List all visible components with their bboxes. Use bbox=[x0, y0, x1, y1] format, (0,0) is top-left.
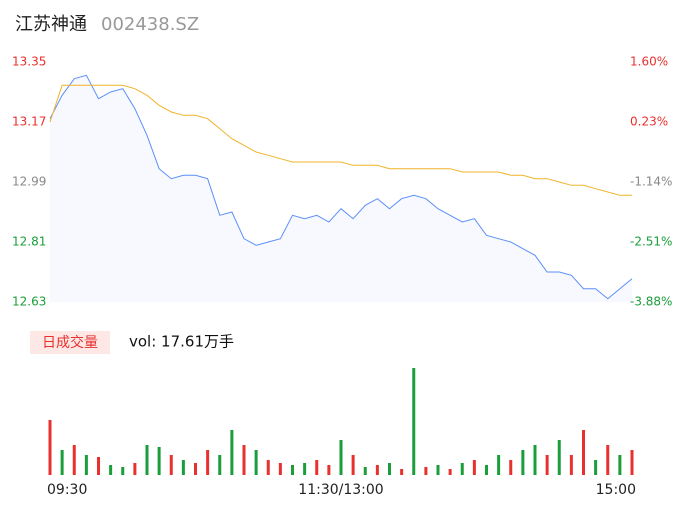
price-line bbox=[49, 84, 632, 196]
volume-bar bbox=[436, 465, 440, 475]
volume-bar bbox=[618, 455, 622, 475]
volume-bar bbox=[266, 460, 270, 475]
volume-bar bbox=[291, 465, 294, 475]
y2-tick-label: -1.14% bbox=[630, 175, 672, 189]
price-line bbox=[49, 74, 633, 300]
volume-bar bbox=[557, 440, 561, 475]
y-tick-label: 12.99 bbox=[12, 175, 46, 189]
price-area bbox=[50, 75, 632, 302]
y2-tick-label: 1.60% bbox=[630, 55, 668, 69]
y2-tick-label: -2.51% bbox=[630, 235, 672, 249]
volume-bar bbox=[582, 430, 585, 475]
x-tick-label: 09:30 bbox=[47, 482, 87, 498]
volume-bar bbox=[72, 445, 76, 475]
volume-bar bbox=[60, 450, 64, 475]
y2-tick-label: -3.88% bbox=[630, 295, 672, 309]
volume-bar bbox=[412, 368, 416, 475]
y-tick-label: 12.63 bbox=[12, 295, 46, 309]
volume-bar bbox=[569, 455, 573, 475]
y-tick-label: 12.81 bbox=[12, 235, 46, 249]
volume-bar bbox=[351, 455, 355, 475]
volume-bar bbox=[327, 465, 331, 475]
volume-bar bbox=[206, 450, 210, 475]
y-tick-label: 13.17 bbox=[12, 115, 46, 129]
x-tick-label: 11:30/13:00 bbox=[298, 482, 383, 498]
volume-bar bbox=[630, 450, 634, 475]
volume-bar bbox=[230, 430, 234, 475]
volume-bar bbox=[315, 460, 319, 475]
volume-bar bbox=[448, 469, 452, 475]
volume-bar bbox=[169, 455, 173, 475]
volume-title: 日成交量 bbox=[42, 334, 98, 351]
volume-bar bbox=[121, 467, 125, 475]
volume-bar bbox=[424, 467, 428, 475]
volume-bar bbox=[278, 463, 282, 475]
volume-bar bbox=[194, 463, 197, 475]
volume-bar bbox=[339, 440, 343, 475]
volume-bar bbox=[133, 463, 137, 475]
volume-bar bbox=[254, 450, 258, 475]
volume-bar bbox=[84, 455, 88, 475]
stock-name: 江苏神通 bbox=[15, 14, 87, 35]
volume-bar bbox=[400, 469, 404, 475]
volume-bar bbox=[97, 457, 100, 475]
volume-bar bbox=[460, 463, 464, 475]
volume-bar bbox=[594, 460, 598, 475]
volume-bar bbox=[388, 463, 391, 475]
volume-bar bbox=[497, 455, 501, 475]
y-tick-label: 13.35 bbox=[12, 55, 46, 69]
volume-bar bbox=[545, 455, 549, 475]
legend-box bbox=[30, 331, 110, 354]
volume-bar bbox=[242, 445, 246, 475]
y2-tick-label: 0.23% bbox=[630, 115, 668, 129]
volume-bar bbox=[303, 463, 307, 475]
volume-bar bbox=[181, 460, 185, 475]
volume-bar bbox=[509, 460, 513, 475]
volume-bar bbox=[606, 445, 610, 475]
volume-bar bbox=[521, 450, 525, 475]
volume-summary: vol: 17.61万手 bbox=[129, 333, 234, 351]
x-tick-label: 15:00 bbox=[596, 482, 636, 498]
volume-bar bbox=[472, 460, 476, 475]
volume-bar bbox=[485, 465, 488, 475]
volume-bar bbox=[48, 420, 52, 475]
volume-bar bbox=[157, 447, 161, 475]
volume-bar bbox=[363, 467, 367, 475]
stock-code: 002438.SZ bbox=[101, 14, 199, 35]
volume-bar bbox=[145, 445, 149, 475]
volume-bar bbox=[218, 455, 222, 475]
volume-bar bbox=[375, 465, 379, 475]
volume-bar bbox=[533, 445, 537, 475]
volume-bar bbox=[109, 465, 113, 475]
